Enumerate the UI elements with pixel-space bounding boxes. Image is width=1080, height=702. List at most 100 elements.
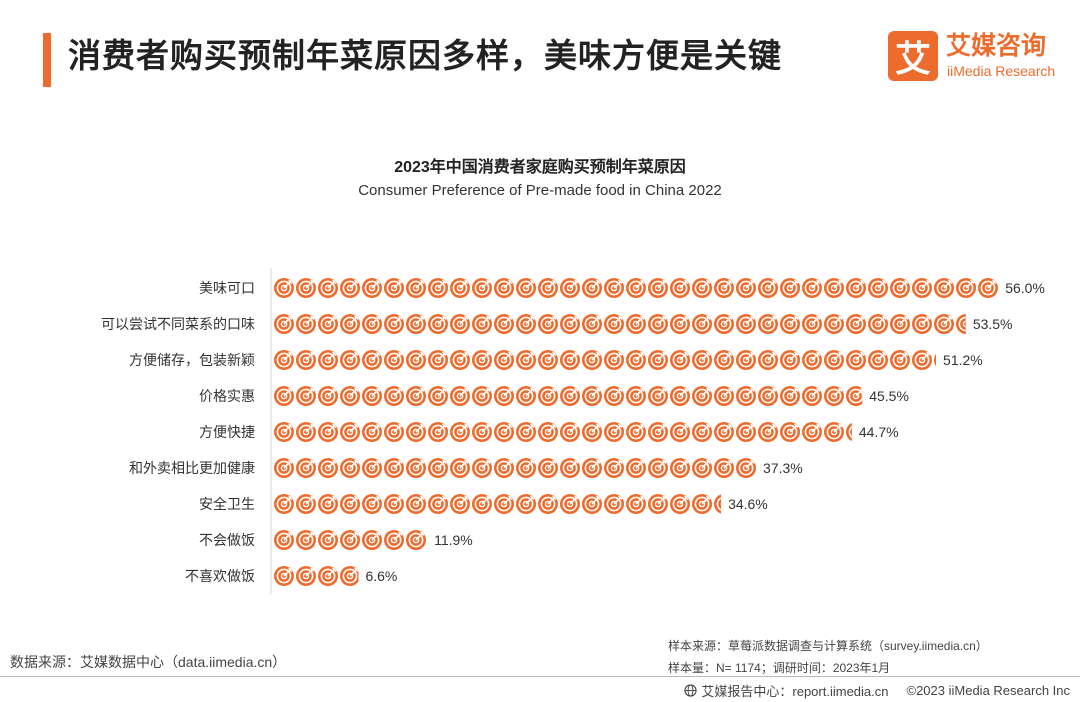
target-icon [582,278,602,298]
target-icon [450,314,470,334]
bar-row: 不喜欢做饭 6.6% [185,566,397,586]
target-icon [274,386,294,406]
target-icon [538,458,558,478]
category-label: 价格实惠 [199,388,255,404]
target-icon [494,314,514,334]
category-label: 安全卫生 [199,496,255,512]
bar [274,530,426,550]
data-source: 数据来源：艾媒数据中心（data.iimedia.cn） [10,654,287,670]
target-icon [846,350,866,370]
logo-chinese-name: 艾媒咨询 [946,32,1047,60]
target-icon [384,530,404,550]
value-label: 34.6% [728,496,768,512]
target-icon [340,530,360,550]
target-icon [868,314,888,334]
target-icon [824,278,844,298]
target-icon [560,386,580,406]
target-icon [912,314,932,334]
target-icon [362,530,382,550]
target-icon [516,458,536,478]
target-icon [956,278,976,298]
bar-row: 美味可口 56.0% [199,278,1045,298]
target-icon [494,422,514,442]
target-icon [560,458,580,478]
target-icon [362,422,382,442]
target-icon [626,350,646,370]
target-icon [604,278,624,298]
target-icon [626,494,646,514]
target-icon [296,386,316,406]
target-icon [912,350,932,370]
target-icon [648,386,668,406]
target-icon [296,530,316,550]
sample-source: 样本来源：草莓派数据调查与计算系统（survey.iimedia.cn） [668,639,988,653]
target-icon [340,494,360,514]
target-icon [340,458,360,478]
title-accent-bar [43,33,51,87]
report-center-link[interactable]: 艾媒报告中心：report.iimedia.cn [701,684,889,699]
value-label: 6.6% [365,568,397,584]
target-icon [604,386,624,406]
target-icon [516,422,536,442]
copyright: ©2023 iiMedia Research Inc [906,683,1071,698]
target-icon [626,314,646,334]
target-icon [692,458,712,478]
target-icon [670,458,690,478]
target-icon [340,278,360,298]
target-icon [472,386,492,406]
target-icon [758,278,778,298]
target-icon [494,494,514,514]
target-icon [736,386,756,406]
target-icon [472,278,492,298]
target-icon [780,350,800,370]
target-icon [802,422,822,442]
target-icon [472,314,492,334]
footer-bar: 艾媒报告中心：report.iimedia.cn ©2023 iiMedia R… [684,681,1070,700]
target-icon [406,458,426,478]
target-icon [274,530,294,550]
bar [274,350,937,370]
target-icon [428,458,448,478]
target-icon [670,386,690,406]
target-icon [340,314,360,334]
target-icon [626,458,646,478]
target-icon [406,278,426,298]
target-icon [714,278,734,298]
target-icon [450,278,470,298]
target-icon [714,422,734,442]
target-icon [626,278,646,298]
target-icon [780,386,800,406]
target-icon [362,494,382,514]
target-icon [406,422,426,442]
target-icon [560,278,580,298]
target-icon [296,566,316,586]
target-icon [604,458,624,478]
target-icon [670,494,690,514]
target-icon [296,278,316,298]
target-icon [670,278,690,298]
target-icon [472,350,492,370]
bar-row: 方便储存，包装新颖 51.2% [129,350,983,370]
target-icon [736,422,756,442]
target-icon [978,278,998,298]
page-title: 消费者购买预制年菜原因多样，美味方便是关键 [68,37,782,74]
target-icon [648,458,668,478]
target-icon [450,350,470,370]
target-icon [318,278,338,298]
target-icon [648,494,668,514]
target-icon [626,422,646,442]
target-icon [340,350,360,370]
target-icon [362,458,382,478]
target-icon [824,386,844,406]
target-icon [494,350,514,370]
target-icon [318,566,338,586]
target-icon [846,386,863,406]
target-icon [714,386,734,406]
target-icon [362,278,382,298]
target-icon [934,353,937,367]
category-label: 美味可口 [199,280,255,296]
target-icon [912,278,932,298]
target-icon [582,494,602,514]
target-icon [890,278,910,298]
target-icon [758,386,778,406]
